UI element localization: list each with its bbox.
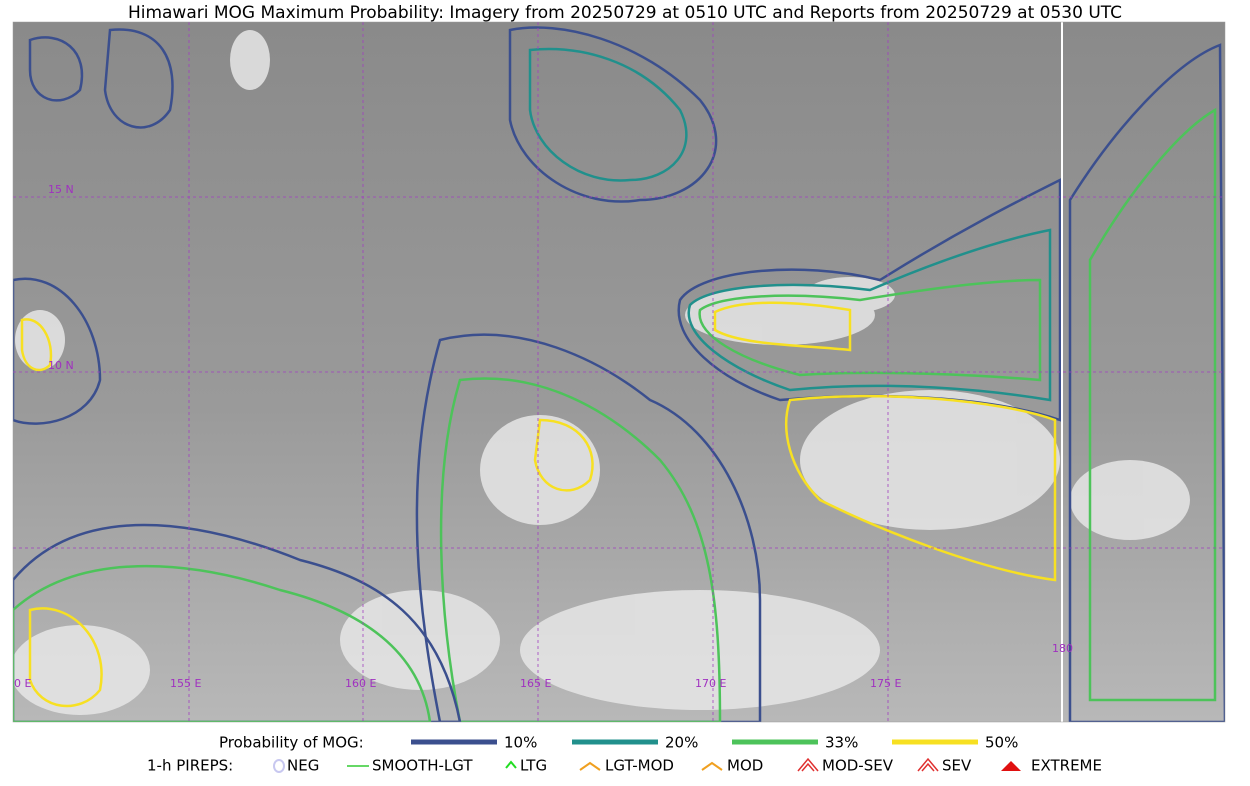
pirep-icon bbox=[1001, 761, 1021, 771]
legend-title: Probability of MOG: bbox=[219, 734, 364, 752]
legend-label: LTG bbox=[520, 757, 547, 775]
map-frame bbox=[12, 21, 1226, 723]
pirep-icon bbox=[579, 761, 601, 771]
graticule bbox=[13, 22, 1225, 722]
contours bbox=[13, 26, 1225, 722]
legend-label: SEV bbox=[942, 757, 972, 775]
legend-label: MOD-SEV bbox=[822, 757, 894, 775]
lat-label: 10 N bbox=[48, 359, 74, 372]
legend-label: MOD bbox=[727, 757, 763, 775]
legend-title: 1-h PIREPS: bbox=[147, 757, 233, 775]
pirep-icon bbox=[801, 762, 815, 772]
pirep-icon bbox=[505, 760, 517, 769]
map: 15 N 10 N 150 E 155 E 160 E 165 E 170 E … bbox=[0, 22, 1225, 722]
pirep-icon bbox=[917, 757, 939, 772]
legend-label: SMOOTH-LGT bbox=[372, 757, 473, 775]
lat-label: 15 N bbox=[48, 183, 74, 196]
legend-label: 10% bbox=[504, 734, 537, 752]
legend: Probability of MOG: 1-h PIREPS: 10% 20% 33… bbox=[147, 734, 1102, 775]
lon-label: 180 bbox=[1052, 642, 1073, 655]
legend-label: NEG bbox=[287, 757, 319, 775]
legend-label: 33% bbox=[825, 734, 858, 752]
lon-label: 155 E bbox=[170, 677, 201, 690]
lon-label: 165 E bbox=[520, 677, 551, 690]
title: Himawari MOG Maximum Probability: Imager… bbox=[128, 3, 1122, 23]
legend-label: 50% bbox=[985, 734, 1018, 752]
legend-label: EXTREME bbox=[1031, 757, 1102, 775]
lon-label: 150 E bbox=[0, 677, 31, 690]
legend-label: 20% bbox=[665, 734, 698, 752]
lon-label: 160 E bbox=[345, 677, 376, 690]
pirep-icon bbox=[797, 757, 819, 772]
pirep-icon bbox=[273, 759, 285, 773]
lon-label: 175 E bbox=[870, 677, 901, 690]
graticule-labels: 15 N 10 N 150 E 155 E 160 E 165 E 170 E … bbox=[0, 183, 1073, 690]
legend-label: LGT-MOD bbox=[605, 757, 674, 775]
pirep-icon bbox=[701, 761, 723, 771]
lon-label: 170 E bbox=[695, 677, 726, 690]
pirep-icon bbox=[921, 762, 935, 772]
